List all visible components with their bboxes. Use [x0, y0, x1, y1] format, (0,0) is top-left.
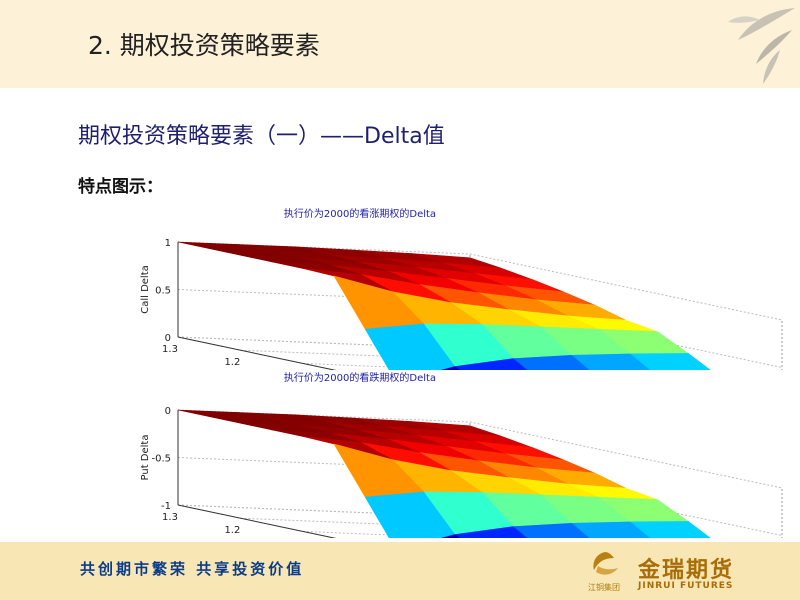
header-band: 2. 期权投资策略要素 — [0, 0, 800, 88]
z-tick-label: 0.5 — [155, 286, 171, 297]
z-axis-label: Call Delta — [140, 265, 151, 314]
brand-group-name: 江铜集团 — [588, 583, 620, 592]
chart-title: 执行价为2000的看跌期权的Delta — [284, 371, 436, 384]
chart-call-delta: 执行价为2000的看涨期权的Delta 1.31.21.110.90.800.5… — [0, 200, 800, 370]
chart-title: 执行价为2000的看涨期权的Delta — [284, 207, 436, 220]
jinrui-logo-icon — [593, 552, 618, 575]
x-tick-label: 1.3 — [162, 512, 178, 523]
surface-patch — [629, 353, 711, 370]
grid-line — [302, 530, 476, 538]
z-axis-label: Put Delta — [140, 435, 151, 481]
surface-patch — [629, 521, 711, 538]
surface-patch — [512, 354, 590, 370]
z-tick-label: 0 — [165, 333, 171, 344]
bamboo-leaf-icon — [728, 8, 795, 84]
grid-line — [240, 349, 533, 363]
surface-patch — [440, 366, 461, 370]
x-axis-line — [177, 336, 337, 370]
surface-patch — [512, 522, 590, 538]
x-tick-label: 1.3 — [162, 344, 178, 355]
z-tick-label: -1 — [161, 501, 171, 512]
section-title: 期权投资策略要素（一）——Delta值 — [78, 124, 445, 149]
surface-patch — [453, 526, 528, 538]
surface-patch — [570, 521, 651, 538]
surface-patch — [453, 358, 528, 370]
chart-put-delta: 执行价为2000的看跌期权的Delta 1.31.21.110.90.800.5… — [0, 368, 800, 538]
brand-logo: 江铜集团 金瑞期货 JINRUI FUTURES — [588, 550, 748, 596]
x-tick-label: 1.2 — [224, 357, 240, 368]
section-subtitle: 特点图示： — [78, 177, 163, 197]
footer-slogan: 共创期市繁荣 共享投资价值 — [80, 560, 305, 578]
surface-patch — [440, 534, 461, 538]
brand-name-en: JINRUI FUTURES — [638, 581, 734, 591]
call-delta-surface-plot: 执行价为2000的看涨期权的Delta 1.31.21.110.90.800.5… — [140, 207, 783, 370]
page-title: 2. 期权投资策略要素 — [88, 31, 320, 60]
surface-patch — [570, 353, 651, 370]
grid-line — [302, 362, 476, 370]
grid-line — [240, 517, 533, 531]
z-tick-label: 1 — [165, 238, 171, 249]
x-axis-line — [177, 504, 337, 538]
x-tick-label: 1.2 — [224, 525, 240, 536]
footer-band: 共创期市繁荣 共享投资价值 江铜集团 金瑞期货 JINRUI FUTURES — [0, 542, 800, 600]
z-tick-label: 0 — [165, 406, 171, 417]
brand-name: 金瑞期货 — [638, 558, 735, 583]
put-delta-surface-plot: 执行价为2000的看跌期权的Delta 1.31.21.110.90.800.5… — [140, 371, 783, 538]
z-tick-label: -0.5 — [151, 454, 171, 465]
